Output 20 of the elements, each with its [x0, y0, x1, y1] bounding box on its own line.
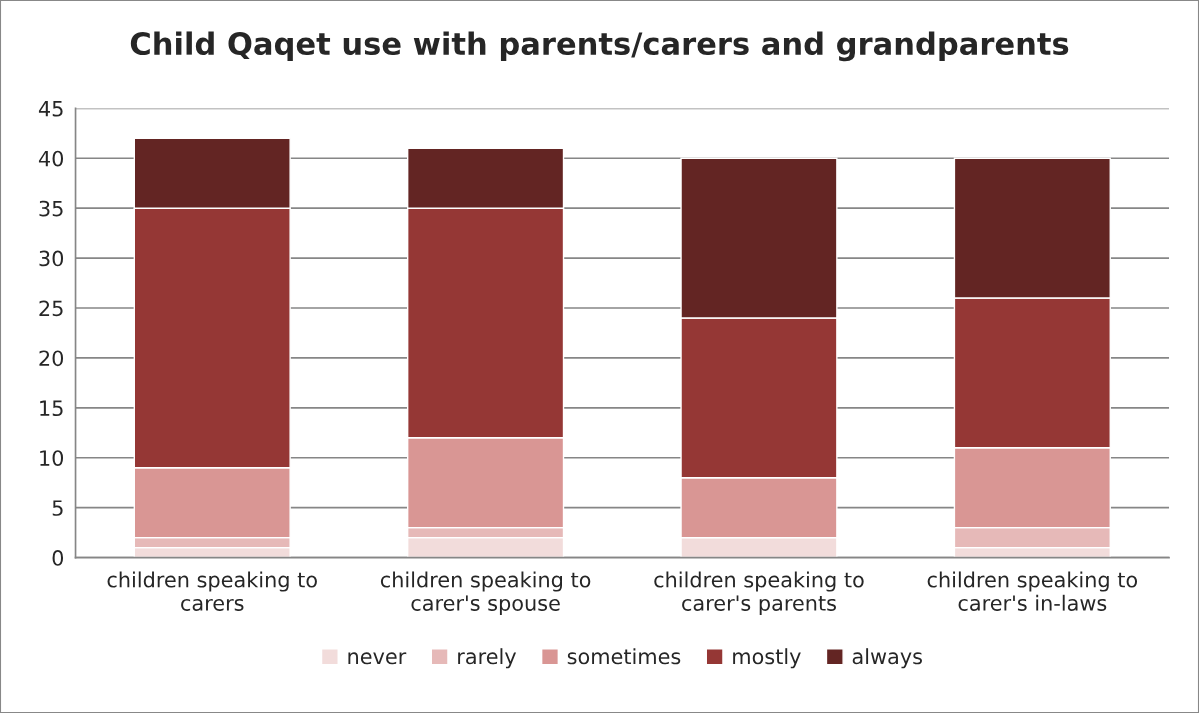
y-tick-label: 45: [38, 101, 63, 117]
y-tick-label: 5: [52, 500, 63, 516]
legend-label: never: [348, 652, 407, 665]
y-tick-label: 35: [39, 200, 63, 217]
y-tick-label: 0: [52, 550, 64, 566]
y-tick-label: 30: [39, 250, 64, 267]
x-tick-label: children speaking to carers: [107, 571, 317, 611]
y-tick-label: 15: [40, 400, 63, 417]
chart-title: Child Qaqet use with parents/carers and grandparents: [130, 31, 1069, 62]
legend-label: always: [852, 648, 922, 669]
y-tick-label: 10: [40, 450, 64, 466]
x-tick-label: children speaking to carer's spouse: [380, 571, 591, 615]
y-tick-label: 25: [39, 300, 63, 317]
legend-label: rarely: [458, 648, 517, 669]
x-tick-label: children speaking to carer's parents: [654, 571, 864, 615]
x-tick-label: children speaking to carer's in-laws: [927, 571, 1138, 611]
legend-label: sometimes: [567, 648, 681, 665]
legend-label: mostly: [733, 648, 801, 669]
y-tick-label: 40: [38, 150, 64, 167]
y-tick-label: 20: [39, 350, 64, 367]
